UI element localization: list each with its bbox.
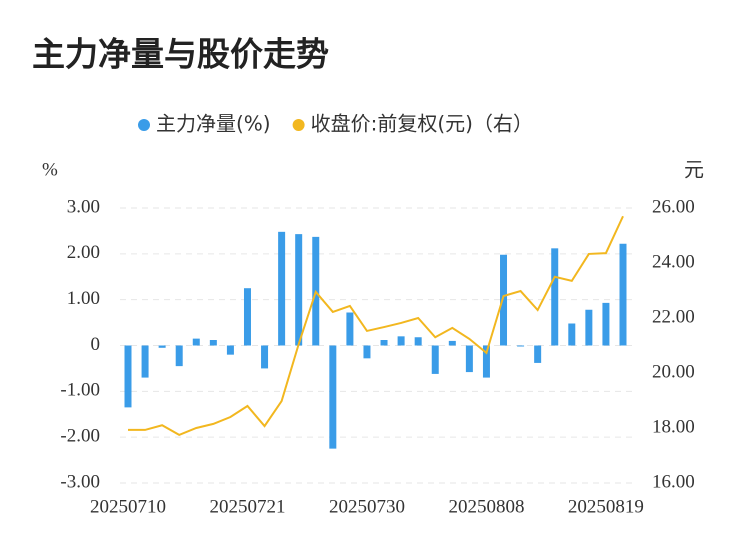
bar (363, 345, 371, 359)
y2-tick-label: 22.00 (652, 306, 695, 327)
y-tick-label: -3.00 (60, 471, 100, 492)
y2-tick-label: 26.00 (652, 196, 695, 217)
bar (175, 345, 183, 367)
y-tick-label: 1.00 (67, 288, 100, 309)
bar (551, 248, 559, 346)
legend-marker (292, 119, 305, 131)
bar (158, 345, 166, 348)
y2-tick-label: 16.00 (652, 471, 695, 492)
bar (465, 345, 473, 373)
y-tick-label: -2.00 (60, 426, 100, 447)
price-line (128, 215, 624, 436)
bar (346, 312, 354, 346)
y2-tick-label: 18.00 (652, 416, 695, 437)
y2-axis-label: 元 (684, 158, 704, 182)
bar (141, 345, 149, 378)
bar (585, 309, 593, 346)
y2-tick-label: 24.00 (652, 251, 695, 272)
bar (414, 337, 422, 346)
legend-label: 主力净量(%) (156, 112, 271, 136)
bar (619, 243, 627, 346)
legend-label: 收盘价:前复权(元)（右） (311, 112, 533, 136)
bar (243, 288, 251, 346)
bar (124, 345, 132, 408)
bar (517, 345, 525, 347)
bar (602, 302, 610, 346)
legend-marker (138, 119, 150, 131)
y-tick-label: 3.00 (67, 196, 100, 217)
x-tick-label: 20250808 (448, 496, 524, 517)
bar (329, 345, 337, 449)
bar (500, 254, 508, 346)
bar (534, 345, 542, 363)
bar (380, 340, 388, 346)
x-tick-label: 20250730 (329, 496, 405, 517)
y2-tick-label: 20.00 (652, 361, 695, 382)
x-tick-label: 20250819 (568, 496, 644, 517)
bar (448, 340, 456, 346)
x-tick-label: 20250710 (90, 496, 166, 517)
bar (295, 234, 303, 346)
bar (568, 323, 576, 346)
y-tick-label: 0 (91, 334, 101, 355)
y-tick-label: -1.00 (60, 380, 100, 401)
x-tick-label: 20250721 (209, 496, 285, 517)
chart-title: 主力净量与股价走势 (32, 35, 329, 74)
bar (278, 231, 286, 346)
bar (192, 338, 200, 346)
y-tick-label: 2.00 (67, 242, 100, 263)
bar (397, 336, 405, 346)
bar (209, 340, 217, 346)
bar (482, 345, 490, 378)
bar (261, 345, 269, 369)
bar (431, 345, 439, 374)
bar (226, 345, 234, 355)
y-axis-label: % (42, 159, 58, 180)
